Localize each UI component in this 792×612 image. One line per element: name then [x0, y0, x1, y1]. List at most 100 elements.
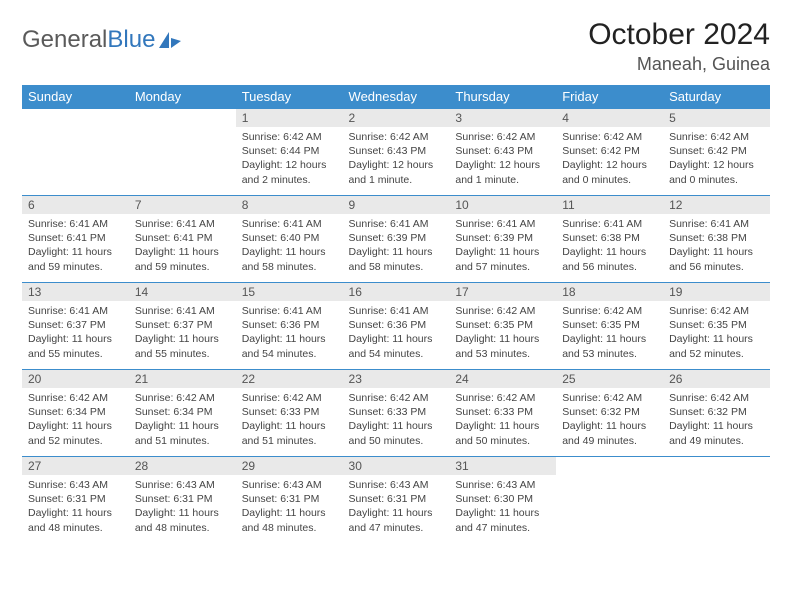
day-number: 20: [22, 370, 129, 388]
day-details: Sunrise: 6:42 AMSunset: 6:32 PMDaylight:…: [663, 388, 770, 452]
sunrise-line: Sunrise: 6:41 AM: [242, 217, 337, 231]
day-number: 1: [236, 109, 343, 127]
sunrise-line: Sunrise: 6:41 AM: [455, 217, 550, 231]
sunrise-line: Sunrise: 6:41 AM: [349, 217, 444, 231]
calendar-day-cell: 16Sunrise: 6:41 AMSunset: 6:36 PMDayligh…: [343, 283, 450, 370]
sunset-line: Sunset: 6:44 PM: [242, 144, 337, 158]
sunrise-line: Sunrise: 6:43 AM: [455, 478, 550, 492]
calendar-day-cell: 7Sunrise: 6:41 AMSunset: 6:41 PMDaylight…: [129, 196, 236, 283]
sunrise-line: Sunrise: 6:41 AM: [242, 304, 337, 318]
sunset-line: Sunset: 6:30 PM: [455, 492, 550, 506]
calendar-week-row: 13Sunrise: 6:41 AMSunset: 6:37 PMDayligh…: [22, 283, 770, 370]
day-number: 22: [236, 370, 343, 388]
calendar-day-cell: 27Sunrise: 6:43 AMSunset: 6:31 PMDayligh…: [22, 457, 129, 544]
sunset-line: Sunset: 6:39 PM: [349, 231, 444, 245]
daylight-line: Daylight: 11 hours and 54 minutes.: [349, 332, 444, 360]
day-number: 18: [556, 283, 663, 301]
sunset-line: Sunset: 6:42 PM: [562, 144, 657, 158]
calendar-week-row: 20Sunrise: 6:42 AMSunset: 6:34 PMDayligh…: [22, 370, 770, 457]
header: GeneralBlue October 2024 Maneah, Guinea: [22, 18, 770, 75]
daylight-line: Daylight: 11 hours and 59 minutes.: [28, 245, 123, 273]
daylight-line: Daylight: 11 hours and 47 minutes.: [455, 506, 550, 534]
day-number: 26: [663, 370, 770, 388]
sunset-line: Sunset: 6:36 PM: [242, 318, 337, 332]
calendar-day-cell: 28 Sunrise: 6:43 AMSunset: 6:31 PMDayligh…: [129, 457, 236, 544]
daylight-line: Daylight: 12 hours and 1 minute.: [455, 158, 550, 186]
sunrise-line: Sunrise: 6:42 AM: [562, 304, 657, 318]
weekday-header: Monday: [129, 85, 236, 109]
calendar-week-row: 1 Sunrise: 6:42 AM Sunset: 6:44 PM Daylight…: [22, 109, 770, 196]
sunrise-line: Sunrise: 6:43 AM: [135, 478, 230, 492]
day-number: 27: [22, 457, 129, 475]
weekday-header: Wednesday: [343, 85, 450, 109]
day-number: 12: [663, 196, 770, 214]
day-number: 14: [129, 283, 236, 301]
calendar-day-cell: 29Sunrise: 6:43 AMSunset: 6:31 PMDayligh…: [236, 457, 343, 544]
daylight-line: Daylight: 11 hours and 55 minutes.: [135, 332, 230, 360]
sunrise-line: Sunrise: 6:41 AM: [562, 217, 657, 231]
sunrise-line: Sunrise: 6:41 AM: [135, 217, 230, 231]
daylight-line: Daylight: 11 hours and 56 minutes.: [669, 245, 764, 273]
day-number: 10: [449, 196, 556, 214]
day-number: 5: [663, 109, 770, 127]
calendar-day-cell: 21Sunrise: 6:42 AMSunset: 6:34 PMDayligh…: [129, 370, 236, 457]
daylight-line: Daylight: 12 hours and 0 minutes.: [562, 158, 657, 186]
sunset-line: Sunset: 6:33 PM: [242, 405, 337, 419]
daylight-line: Daylight: 11 hours and 55 minutes.: [28, 332, 123, 360]
day-number: 8: [236, 196, 343, 214]
calendar-day-cell: [129, 109, 236, 196]
calendar-day-cell: 2Sunrise: 6:42 AMSunset: 6:43 PMDaylight…: [343, 109, 450, 196]
day-number: 9: [343, 196, 450, 214]
sunrise-line: Sunrise: 6:42 AM: [135, 391, 230, 405]
calendar-day-cell: 23Sunrise: 6:42 AMSunset: 6:33 PMDayligh…: [343, 370, 450, 457]
day-number: 24: [449, 370, 556, 388]
logo-text-blue: Blue: [107, 26, 155, 54]
day-details: Sunrise: 6:42 AMSunset: 6:35 PMDaylight:…: [663, 301, 770, 365]
day-details: Sunrise: 6:42 AMSunset: 6:32 PMDaylight:…: [556, 388, 663, 452]
day-details: Sunrise: 6:41 AMSunset: 6:40 PMDaylight:…: [236, 214, 343, 278]
daylight-line: Daylight: 11 hours and 49 minutes.: [562, 419, 657, 447]
day-details: Sunrise: 6:42 AMSunset: 6:33 PMDaylight:…: [236, 388, 343, 452]
sunset-line: Sunset: 6:37 PM: [135, 318, 230, 332]
sunset-line: Sunset: 6:32 PM: [669, 405, 764, 419]
logo: GeneralBlue: [22, 18, 183, 54]
calendar-day-cell: 13Sunrise: 6:41 AMSunset: 6:37 PMDayligh…: [22, 283, 129, 370]
sunrise-line: Sunrise: 6:42 AM: [455, 130, 550, 144]
sunset-line: Sunset: 6:41 PM: [28, 231, 123, 245]
calendar-day-cell: 8Sunrise: 6:41 AMSunset: 6:40 PMDaylight…: [236, 196, 343, 283]
sunrise-line: Sunrise: 6:42 AM: [669, 130, 764, 144]
daylight-line: Daylight: 11 hours and 48 minutes.: [135, 506, 230, 534]
daylight-line: Daylight: 12 hours and 0 minutes.: [669, 158, 764, 186]
day-details: Sunrise: 6:41 AMSunset: 6:38 PMDaylight:…: [556, 214, 663, 278]
day-details: Sunrise: 6:41 AMSunset: 6:41 PMDaylight:…: [22, 214, 129, 278]
calendar-day-cell: 5Sunrise: 6:42 AMSunset: 6:42 PMDaylight…: [663, 109, 770, 196]
day-number: 4: [556, 109, 663, 127]
sunset-line: Sunset: 6:33 PM: [349, 405, 444, 419]
day-number: 16: [343, 283, 450, 301]
calendar-day-cell: [556, 457, 663, 544]
day-details: Sunrise: 6:42 AMSunset: 6:33 PMDaylight:…: [449, 388, 556, 452]
day-number: 19: [663, 283, 770, 301]
sunrise-line: Sunrise: 6:42 AM: [669, 304, 764, 318]
calendar-day-cell: 14Sunrise: 6:41 AMSunset: 6:37 PMDayligh…: [129, 283, 236, 370]
calendar-day-cell: 31Sunrise: 6:43 AMSunset: 6:30 PMDayligh…: [449, 457, 556, 544]
day-number: 28: [129, 457, 236, 475]
weekday-header: Thursday: [449, 85, 556, 109]
calendar-week-row: 6Sunrise: 6:41 AMSunset: 6:41 PMDaylight…: [22, 196, 770, 283]
sunrise-line: Sunrise: 6:42 AM: [242, 391, 337, 405]
sunrise-line: Sunrise: 6:41 AM: [669, 217, 764, 231]
sunset-line: Sunset: 6:31 PM: [135, 492, 230, 506]
daylight-line: Daylight: 11 hours and 51 minutes.: [135, 419, 230, 447]
calendar-week-row: 27Sunrise: 6:43 AMSunset: 6:31 PMDayligh…: [22, 457, 770, 544]
sunset-line: Sunset: 6:38 PM: [669, 231, 764, 245]
month-title: October 2024: [588, 18, 770, 52]
day-number: 30: [343, 457, 450, 475]
sunrise-line: Sunrise: 6:41 AM: [28, 217, 123, 231]
sunrise-line: Sunrise: 6:43 AM: [28, 478, 123, 492]
calendar-day-cell: 19Sunrise: 6:42 AMSunset: 6:35 PMDayligh…: [663, 283, 770, 370]
day-details: Sunrise: 6:41 AMSunset: 6:39 PMDaylight:…: [449, 214, 556, 278]
sunset-line: Sunset: 6:31 PM: [349, 492, 444, 506]
daylight-line: Daylight: 11 hours and 53 minutes.: [455, 332, 550, 360]
title-block: October 2024 Maneah, Guinea: [588, 18, 770, 75]
calendar-day-cell: 3Sunrise: 6:42 AMSunset: 6:43 PMDaylight…: [449, 109, 556, 196]
